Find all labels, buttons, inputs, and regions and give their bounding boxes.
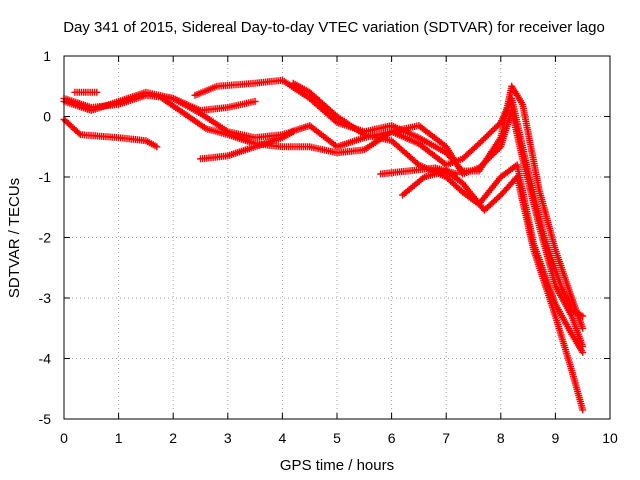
data-marks (60, 76, 587, 414)
data-point (579, 324, 587, 332)
x-tick-label: 8 (497, 430, 505, 446)
data-point (579, 406, 587, 414)
x-axis-label: GPS time / hours (280, 457, 394, 474)
data-point (494, 122, 502, 130)
data-point (484, 131, 492, 139)
data-point (289, 128, 297, 136)
x-tick-label: 1 (115, 430, 123, 446)
series-track-5 (191, 76, 587, 332)
y-tick-label: -4 (39, 351, 52, 367)
data-point (495, 144, 503, 152)
y-tick-label: -1 (39, 169, 52, 185)
data-point (75, 129, 83, 137)
x-tick-label: 4 (279, 430, 287, 446)
y-ticks: 1 0 -1 -2 -3 -4 -5 (39, 48, 610, 427)
y-axis-label: SDTVAR / TECUs (6, 178, 23, 298)
x-tick-label: 9 (552, 430, 560, 446)
x-tick-label: 5 (333, 430, 341, 446)
chart-title: Day 341 of 2015, Sidereal Day-to-day VTE… (63, 19, 605, 36)
y-tick-label: 0 (43, 109, 51, 125)
data-point (251, 97, 259, 105)
y-tick-label: -2 (39, 230, 52, 246)
data-point (413, 160, 421, 167)
x-tick-label: 6 (388, 430, 396, 446)
y-tick-label: -5 (39, 411, 52, 427)
x-tick-label: 10 (602, 430, 618, 446)
x-tick-label: 2 (169, 430, 177, 446)
data-point (481, 158, 489, 166)
x-tick-label: 0 (60, 430, 68, 446)
data-point (93, 88, 101, 96)
series-track-4 (71, 88, 101, 96)
series-track-2 (60, 88, 587, 320)
x-ticks: 0 1 2 3 4 5 6 7 8 9 10 (60, 56, 618, 446)
data-point (483, 132, 491, 140)
data-point (579, 348, 587, 356)
series-track-7 (197, 128, 297, 163)
x-tick-label: 7 (442, 430, 450, 446)
series-track-3 (60, 116, 161, 151)
series-track-9 (377, 164, 461, 178)
series-track-10 (399, 167, 587, 414)
data-point (153, 143, 161, 151)
x-tick-label: 3 (224, 430, 232, 446)
data-point (483, 156, 491, 164)
y-tick-label: -3 (39, 290, 52, 306)
y-tick-label: 1 (43, 48, 51, 64)
